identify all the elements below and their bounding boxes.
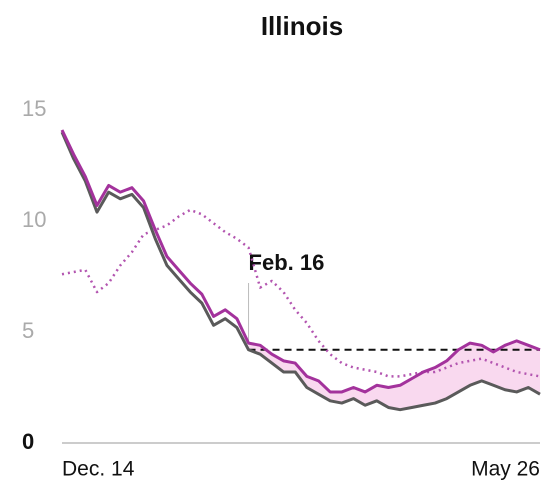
annotation-label: Feb. 16 (249, 250, 325, 275)
x-tick-label: Dec. 14 (62, 458, 135, 481)
series-line (60, 129, 541, 394)
y-tick-label: 5 (22, 318, 34, 343)
series-line (61, 208, 541, 378)
series-line (60, 131, 541, 412)
chart-title: Illinois (261, 11, 343, 41)
y-tick-label: 15 (22, 96, 46, 121)
y-tick-label: 0 (22, 429, 34, 454)
y-tick-label: 10 (22, 207, 46, 232)
x-tick-label: May 26 (471, 458, 540, 481)
gap-shade (248, 340, 540, 410)
